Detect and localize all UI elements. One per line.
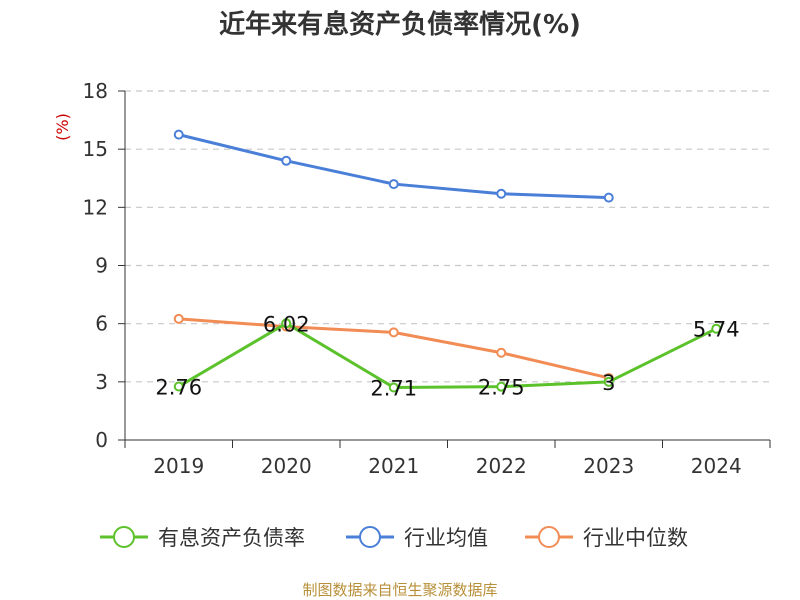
y-tick-label-9: 9 xyxy=(95,254,108,278)
legend-item-0[interactable]: 有息资产负债率 xyxy=(100,526,305,550)
legend-item-1[interactable]: 行业均值 xyxy=(346,526,488,550)
data-label-2020: 6.02 xyxy=(263,312,310,336)
series-line-0 xyxy=(177,321,717,389)
source-note: 制图数据来自恒生聚源数据库 xyxy=(302,581,497,599)
chart-title: 近年来有息资产负债率情况(%) xyxy=(219,9,581,40)
legend-marker-2 xyxy=(538,526,560,548)
legend[interactable]: 有息资产负债率 行业均值 行业中位数 xyxy=(100,526,688,550)
series-0-point-5 xyxy=(711,323,722,334)
series-0-point-2 xyxy=(388,382,399,393)
series-1-point-3 xyxy=(496,188,507,199)
legend-marker-0 xyxy=(113,526,135,548)
y-tick-label-0: 0 xyxy=(95,428,108,452)
gridlines xyxy=(125,90,770,383)
series-1-point-0 xyxy=(173,129,184,140)
y-tick-label-15: 15 xyxy=(83,137,108,161)
series-1-point-4 xyxy=(603,192,614,203)
y-tick-label-18: 18 xyxy=(83,79,108,103)
x-tick-label-2020: 2020 xyxy=(261,454,312,478)
series-1-point-1 xyxy=(281,155,292,166)
legend-item-2[interactable]: 行业中位数 xyxy=(525,526,688,550)
series-2-point-0 xyxy=(173,313,184,324)
series-0-point-1 xyxy=(281,318,292,329)
y-tick-label-3: 3 xyxy=(95,370,108,394)
data-label-2023: 3 xyxy=(602,371,615,395)
data-labels: 2.76 6.02 2.71 2.75 3 5.74 xyxy=(155,312,739,400)
series-1-point-2 xyxy=(388,179,399,190)
series-0-point-0 xyxy=(173,381,184,392)
legend-label-2: 行业中位数 xyxy=(583,526,688,550)
x-tick-label-2022: 2022 xyxy=(476,454,527,478)
y-tick-label-6: 6 xyxy=(95,312,108,336)
data-label-2024: 5.74 xyxy=(693,318,740,342)
x-tick-label-2024: 2024 xyxy=(691,454,742,478)
data-label-2022: 2.75 xyxy=(478,376,525,400)
series-0-point-4 xyxy=(603,376,614,387)
data-label-2019: 2.76 xyxy=(155,375,202,399)
series-group xyxy=(173,129,722,393)
axes: 0 3 6 9 12 15 18 2019 2020 2021 2022 2023 2024 xyxy=(83,79,771,478)
x-tick-label-2023: 2023 xyxy=(583,454,634,478)
y-axis-unit: (%) xyxy=(53,113,72,141)
data-label-2021: 2.71 xyxy=(370,376,417,400)
x-tick-label-2019: 2019 xyxy=(153,454,204,478)
legend-marker-1 xyxy=(359,526,381,548)
y-tick-label-12: 12 xyxy=(83,195,108,219)
legend-label-0: 有息资产负债率 xyxy=(158,526,305,550)
x-tick-label-2021: 2021 xyxy=(368,454,419,478)
series-2-point-2 xyxy=(388,327,399,338)
series-2-point-3 xyxy=(496,347,507,358)
legend-label-1: 行业均值 xyxy=(404,526,488,550)
series-0-point-3 xyxy=(496,381,507,392)
